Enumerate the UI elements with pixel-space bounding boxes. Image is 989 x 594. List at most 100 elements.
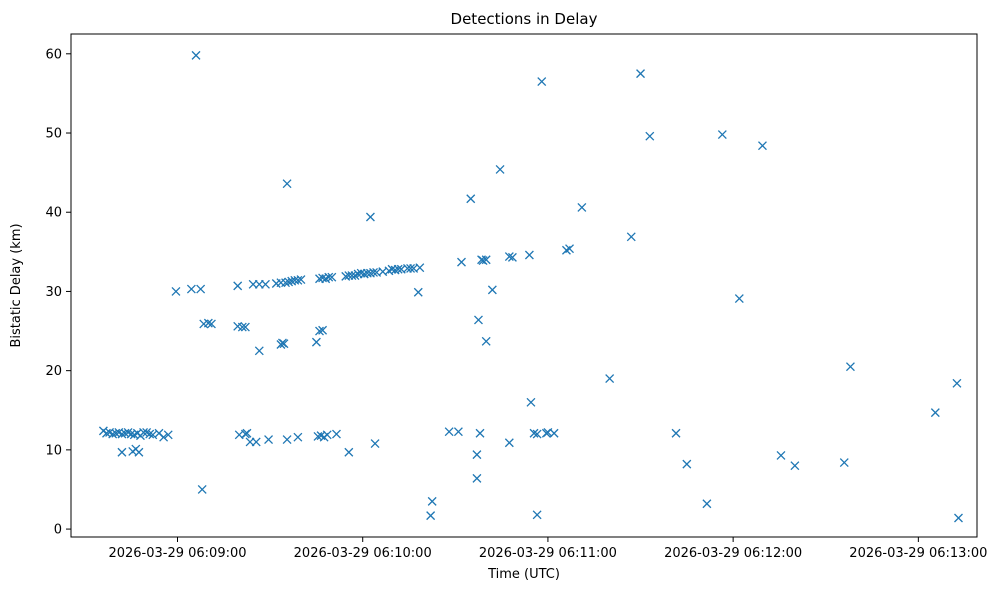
data-point — [507, 252, 517, 262]
data-point — [344, 447, 354, 457]
x-tick-label: 2026-03-29 06:11:00 — [479, 546, 617, 561]
plot-frame — [70, 33, 978, 538]
y-tick-label: 40 — [45, 206, 62, 221]
data-point — [702, 499, 712, 509]
data-point — [196, 284, 206, 294]
data-point — [504, 252, 514, 262]
data-point — [163, 430, 173, 440]
data-point — [626, 232, 636, 242]
x-tick-label: 2026-03-29 06:13:00 — [849, 546, 987, 561]
y-axis-label: Bistatic Delay (km) — [9, 223, 24, 347]
y-tick-label: 30 — [45, 285, 62, 300]
data-point — [237, 322, 247, 332]
chart-title: Detections in Delay — [451, 10, 598, 28]
data-point — [279, 339, 289, 349]
data-point — [134, 447, 144, 457]
data-point — [529, 428, 539, 438]
data-point — [481, 255, 491, 265]
data-point — [415, 263, 425, 273]
data-point — [254, 346, 264, 356]
data-point — [475, 428, 485, 438]
data-point — [758, 141, 767, 151]
data-point — [427, 496, 437, 506]
data-point — [332, 429, 341, 439]
data-point — [191, 50, 201, 60]
data-point — [370, 439, 380, 448]
data-point — [240, 322, 250, 332]
data-point — [636, 69, 645, 79]
data-point — [565, 244, 574, 254]
data-point — [504, 438, 514, 448]
data-point — [261, 279, 270, 289]
data-point — [369, 267, 378, 277]
data-point — [930, 408, 940, 418]
data-marks — [98, 50, 963, 523]
data-point — [839, 458, 849, 467]
data-point — [233, 281, 243, 291]
data-point — [734, 294, 744, 304]
data-point — [605, 374, 615, 384]
data-point — [532, 429, 542, 439]
data-point — [444, 427, 454, 437]
data-point — [203, 318, 213, 328]
y-tick-label: 0 — [54, 523, 62, 538]
data-point — [474, 315, 483, 325]
data-point — [406, 264, 416, 273]
data-point — [296, 275, 306, 285]
data-point — [251, 437, 261, 447]
data-point — [365, 212, 375, 222]
data-point — [327, 272, 337, 282]
data-point — [526, 397, 536, 407]
data-point — [577, 203, 587, 212]
data-point — [426, 511, 436, 521]
data-point — [478, 256, 488, 266]
data-point — [318, 325, 328, 335]
data-point — [457, 257, 466, 267]
data-point — [206, 319, 216, 329]
data-point — [671, 428, 681, 438]
data-point — [293, 275, 303, 285]
data-point — [682, 459, 692, 469]
data-point — [171, 286, 181, 296]
data-point — [186, 284, 196, 294]
data-point — [322, 430, 332, 440]
x-tick-label: 2026-03-29 06:12:00 — [664, 546, 802, 561]
data-point — [282, 435, 292, 445]
x-axis-ticks: 2026-03-29 06:09:00 2026-03-29 06:10:00 20… — [108, 537, 987, 561]
data-point — [324, 272, 334, 282]
y-tick-label: 50 — [45, 127, 62, 142]
data-point — [413, 287, 423, 297]
data-point — [293, 432, 303, 442]
data-point — [393, 264, 403, 274]
data-point — [145, 429, 155, 439]
data-point — [537, 77, 547, 86]
data-point — [845, 362, 855, 372]
data-point — [717, 130, 727, 140]
y-axis-ticks: 0 10 20 30 40 50 60 — [45, 47, 71, 538]
data-point — [790, 461, 800, 471]
data-point — [159, 432, 169, 442]
data-point — [466, 194, 476, 204]
x-tick-label: 2026-03-29 06:10:00 — [294, 546, 432, 561]
data-point — [315, 326, 324, 336]
data-point — [532, 510, 542, 520]
y-tick-label: 10 — [45, 443, 62, 458]
data-point — [952, 378, 962, 388]
data-point — [645, 131, 655, 141]
data-point — [453, 427, 463, 437]
data-point — [282, 179, 292, 189]
data-point — [311, 337, 321, 347]
data-point — [549, 428, 559, 438]
data-point — [197, 485, 207, 494]
data-point — [487, 285, 497, 295]
data-point — [472, 450, 482, 460]
data-point — [117, 447, 127, 457]
data-point — [776, 450, 786, 460]
data-point — [264, 435, 274, 445]
data-point — [495, 164, 505, 174]
x-axis-label: Time (UTC) — [487, 567, 560, 582]
data-point — [481, 336, 491, 346]
